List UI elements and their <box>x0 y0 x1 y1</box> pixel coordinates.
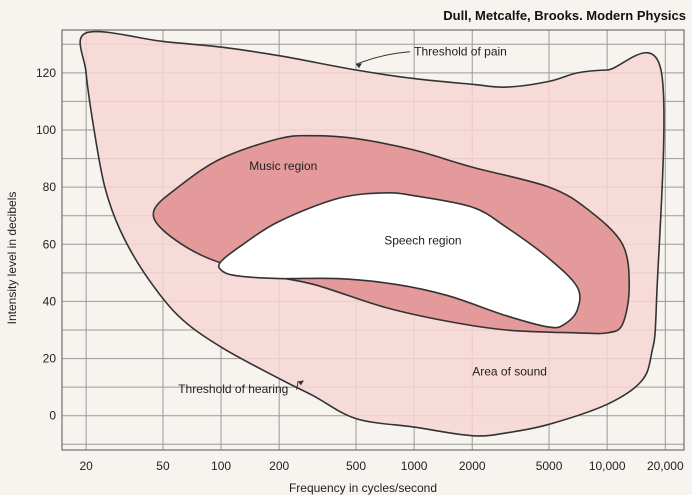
y-tick-label: 60 <box>43 237 57 251</box>
x-tick-label: 10,000 <box>589 459 626 473</box>
x-tick-label: 100 <box>211 459 231 473</box>
y-tick-label: 20 <box>43 352 57 366</box>
y-tick-label: 100 <box>36 123 56 137</box>
regions <box>79 30 665 437</box>
header-citation: Dull, Metcalfe, Brooks. Modern Physics <box>443 8 686 23</box>
x-tick-label: 5000 <box>536 459 563 473</box>
x-tick-label: 20 <box>79 459 93 473</box>
annotation-area-of-sound: Area of sound <box>472 365 547 379</box>
annotation-threshold-of-pain: Threshold of pain <box>414 45 507 59</box>
annotation-arrow <box>355 51 411 65</box>
annotation-threshold-of-hearing: Threshold of hearing <box>178 382 288 396</box>
x-tick-label: 1000 <box>401 459 428 473</box>
annotation-arrow <box>295 381 299 390</box>
y-tick-label: 0 <box>49 409 56 423</box>
x-axis-title: Frequency in cycles/second <box>289 481 437 495</box>
ticks: 20 50 100 200 500 1000 2000 5000 10,000 20,000 0 20… <box>36 66 684 473</box>
y-tick-label: 120 <box>36 66 56 80</box>
y-axis-title: Intensity level in decibels <box>5 192 19 325</box>
x-tick-label: 500 <box>346 459 366 473</box>
annotation-speech-region: Speech region <box>384 233 461 247</box>
x-tick-label: 50 <box>156 459 170 473</box>
x-tick-label: 200 <box>269 459 289 473</box>
annotation-arrowhead <box>297 380 304 386</box>
plot-frame <box>61 29 685 451</box>
x-tick-label: 20,000 <box>647 459 684 473</box>
x-tick-label: 2000 <box>459 459 486 473</box>
region-speech-region <box>217 191 581 329</box>
annotation-music-region: Music region <box>249 159 317 173</box>
y-tick-label: 40 <box>43 294 57 308</box>
y-tick-label: 80 <box>43 180 57 194</box>
annotations: Threshold of pain Threshold of hearing Mus… <box>178 45 547 396</box>
annotation-arrowhead <box>356 63 363 69</box>
